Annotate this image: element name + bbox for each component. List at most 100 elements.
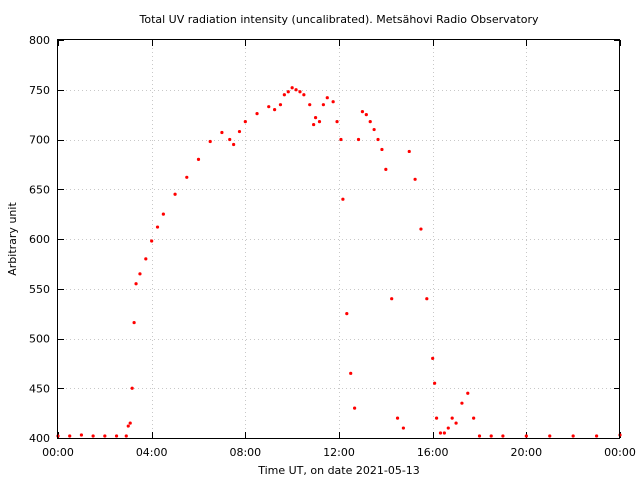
x-tick-label: 08:00 xyxy=(229,446,261,459)
data-point xyxy=(298,90,302,94)
y-tick-label: 500 xyxy=(29,333,50,346)
data-point xyxy=(208,139,212,144)
x-tick-label: 04:00 xyxy=(136,446,168,459)
grid xyxy=(58,40,620,438)
data-point xyxy=(228,137,232,142)
data-point xyxy=(501,434,505,438)
data-point xyxy=(150,239,154,243)
y-tick-label: 700 xyxy=(29,134,50,147)
data-point xyxy=(312,122,316,127)
data-point xyxy=(431,356,435,360)
x-tick-label: 12:00 xyxy=(323,446,355,459)
data-point xyxy=(401,426,405,430)
y-tick-label: 650 xyxy=(29,183,50,196)
data-point xyxy=(255,112,259,116)
y-tick-label: 450 xyxy=(29,382,50,395)
y-tick-label: 800 xyxy=(29,34,50,47)
data-point xyxy=(425,297,429,301)
y-tick-label: 750 xyxy=(29,84,50,97)
data-point xyxy=(372,127,376,132)
data-point xyxy=(91,434,95,438)
data-point xyxy=(450,416,454,420)
data-point xyxy=(68,434,72,438)
data-point xyxy=(185,175,189,179)
data-point xyxy=(144,257,148,261)
x-tick-label: 16:00 xyxy=(417,446,449,459)
data-point xyxy=(317,119,322,124)
y-tick-label: 550 xyxy=(29,283,50,296)
data-point xyxy=(339,137,343,142)
data-point xyxy=(232,142,236,147)
data-point xyxy=(438,431,443,435)
data-point xyxy=(313,116,318,120)
data-point xyxy=(331,100,335,104)
data-point xyxy=(384,167,388,171)
data-point xyxy=(278,103,283,107)
data-point xyxy=(571,434,575,438)
data-point xyxy=(282,93,286,97)
data-point xyxy=(294,88,298,92)
data-point xyxy=(130,386,134,390)
data-point xyxy=(466,391,470,395)
x-tick-label: 00:00 xyxy=(604,446,636,459)
y-axis-label: Arbitrary unit xyxy=(6,202,19,276)
data-point xyxy=(290,86,294,90)
x-tick-label: 20:00 xyxy=(510,446,542,459)
data-point xyxy=(407,149,411,154)
data-point xyxy=(349,371,353,375)
data-point xyxy=(308,103,312,107)
data-point xyxy=(273,108,277,112)
data-point xyxy=(390,297,394,301)
data-point xyxy=(454,421,458,425)
data-point xyxy=(286,90,290,94)
data-point xyxy=(356,137,361,142)
data-point xyxy=(134,282,138,286)
data-point xyxy=(368,119,372,124)
data-point xyxy=(126,424,130,428)
data-point xyxy=(433,381,437,385)
plot-frame xyxy=(57,39,620,439)
data-point xyxy=(302,93,306,97)
data-point xyxy=(419,227,423,231)
data-point xyxy=(364,113,368,117)
data-point xyxy=(138,272,142,276)
data-point xyxy=(237,129,242,134)
data-point xyxy=(114,434,119,438)
chart-title: Total UV radiation intensity (uncalibrat… xyxy=(139,13,539,26)
data-point xyxy=(124,434,128,438)
data-point xyxy=(548,434,552,438)
data-point xyxy=(434,416,439,420)
data-point xyxy=(345,312,349,316)
data-point xyxy=(267,105,271,109)
data-point xyxy=(395,416,400,420)
data-point xyxy=(325,96,329,100)
data-point xyxy=(173,192,177,196)
data-point xyxy=(341,197,345,201)
data-point xyxy=(128,421,132,425)
data-point xyxy=(196,157,201,161)
data-point xyxy=(524,434,528,438)
data-point xyxy=(446,426,450,430)
data-point xyxy=(376,137,380,142)
y-tick-label: 400 xyxy=(29,432,50,445)
data-point xyxy=(413,177,417,181)
data-point xyxy=(161,212,165,216)
data-point xyxy=(353,406,357,410)
data-point xyxy=(460,401,464,405)
data-point xyxy=(335,119,339,124)
data-point xyxy=(360,110,365,114)
axis-ticks: 400 450 500 550 600 650 700 750 800 00:00 04:00 08:… xyxy=(29,34,636,459)
data-point xyxy=(489,434,493,438)
data-point xyxy=(220,130,224,135)
data-point xyxy=(155,225,160,229)
data-point xyxy=(79,433,84,437)
data-point xyxy=(321,103,325,107)
data-point xyxy=(442,431,446,435)
data-points xyxy=(56,86,622,438)
x-tick-label: 00:00 xyxy=(42,446,74,459)
data-point xyxy=(472,416,476,420)
data-point xyxy=(132,320,136,325)
data-point xyxy=(594,434,599,438)
data-point xyxy=(103,434,107,438)
